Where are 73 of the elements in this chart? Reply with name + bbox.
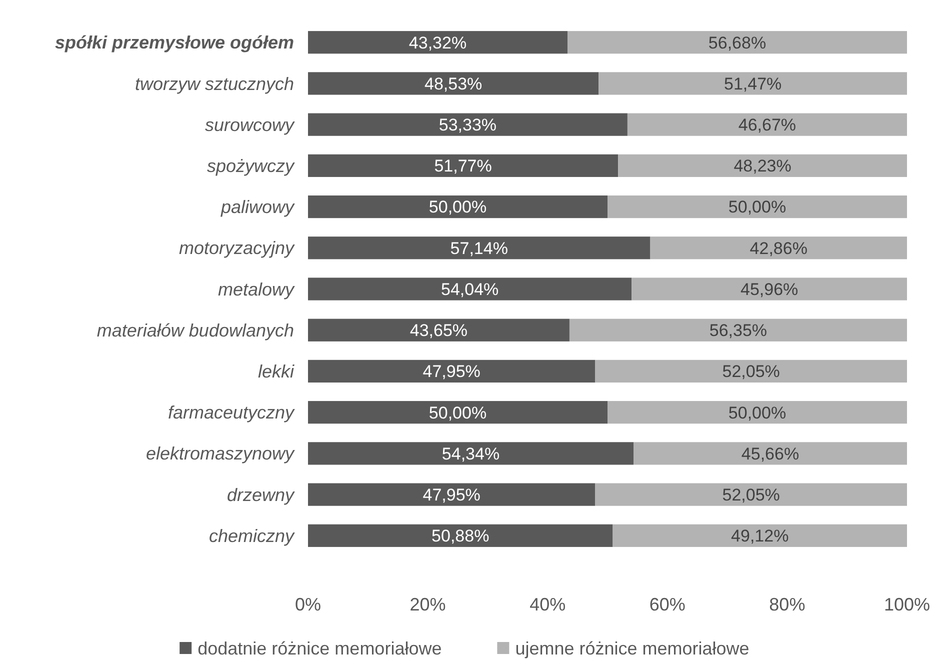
legend-label: ujemne różnice memoriałowe <box>515 638 750 658</box>
y-tick-label: paliwowy <box>220 197 295 218</box>
bar <box>308 401 608 424</box>
data-label: 49,12% <box>731 526 789 546</box>
data-label: 45,96% <box>740 280 798 299</box>
bar <box>308 318 570 342</box>
data-label: 51,47% <box>724 74 782 94</box>
bar <box>650 236 907 260</box>
bar <box>618 154 907 177</box>
bar <box>308 360 596 383</box>
x-tick-label: 40% <box>530 594 566 614</box>
y-tick-label: surowcowy <box>204 114 295 135</box>
bar <box>595 360 907 383</box>
y-tick-label: motoryzacyjny <box>178 238 295 258</box>
data-label: 54,34% <box>442 444 500 464</box>
data-label: 54,04% <box>441 280 499 299</box>
y-tick-label: lekki <box>258 362 295 382</box>
x-tick-label: 20% <box>410 594 446 614</box>
bar <box>308 195 608 218</box>
bar <box>308 278 632 300</box>
y-tick-label: drzewny <box>226 484 295 505</box>
data-label: 52,05% <box>722 362 780 382</box>
data-label: 50,88% <box>432 526 490 546</box>
y-tick-label: metalowy <box>218 279 295 300</box>
bar <box>308 31 568 54</box>
data-label: 50,00% <box>728 403 786 422</box>
y-tick-label: spożywczy <box>206 156 295 176</box>
data-label: 42,86% <box>750 238 808 258</box>
data-label: 43,65% <box>410 321 468 340</box>
data-label: 48,53% <box>424 74 482 94</box>
data-label: 50,00% <box>728 198 786 217</box>
bar <box>569 318 907 342</box>
data-label: 46,67% <box>738 116 796 135</box>
data-label: 56,68% <box>708 33 766 52</box>
bar <box>308 442 634 465</box>
bar <box>567 31 907 54</box>
data-label: 47,95% <box>422 485 480 504</box>
bar <box>308 483 596 506</box>
bar <box>608 195 907 218</box>
data-label: 51,77% <box>434 156 492 176</box>
y-tick-label: tworzyw sztucznych <box>134 74 294 94</box>
y-tick-label: farmaceutyczny <box>168 402 295 423</box>
bar <box>608 401 907 424</box>
y-tick-label: elektromaszynowy <box>146 444 295 464</box>
data-label: 47,95% <box>422 362 480 382</box>
data-label: 53,33% <box>438 116 497 135</box>
bar <box>595 483 907 506</box>
data-label: 57,14% <box>450 238 508 258</box>
bar <box>308 72 599 95</box>
bar <box>598 72 907 95</box>
data-label: 52,05% <box>722 485 780 504</box>
bar <box>632 278 907 300</box>
x-tick-label: 100% <box>884 594 930 614</box>
bar <box>308 236 650 260</box>
bar <box>633 442 907 465</box>
data-label: 43,32% <box>408 33 467 52</box>
x-tick-label: 0% <box>294 594 322 614</box>
data-label: 45,66% <box>741 444 800 464</box>
data-label: 50,00% <box>428 403 487 422</box>
x-tick-label: 80% <box>769 594 806 614</box>
data-label: 50,00% <box>428 198 487 217</box>
y-tick-label: spółki przemysłowe ogółem <box>54 32 294 53</box>
x-tick-label: 60% <box>649 594 686 614</box>
y-tick-label: chemiczny <box>208 526 295 546</box>
bar <box>627 113 907 136</box>
legend-label: dodatnie różnice memoriałowe <box>198 638 442 658</box>
data-label: 56,35% <box>709 321 768 340</box>
bar <box>612 524 907 547</box>
bar <box>308 154 618 177</box>
data-label: 48,23% <box>734 156 792 176</box>
bar <box>308 524 613 547</box>
bar <box>308 113 628 136</box>
y-tick-label: materiałów budowlanych <box>96 320 294 340</box>
